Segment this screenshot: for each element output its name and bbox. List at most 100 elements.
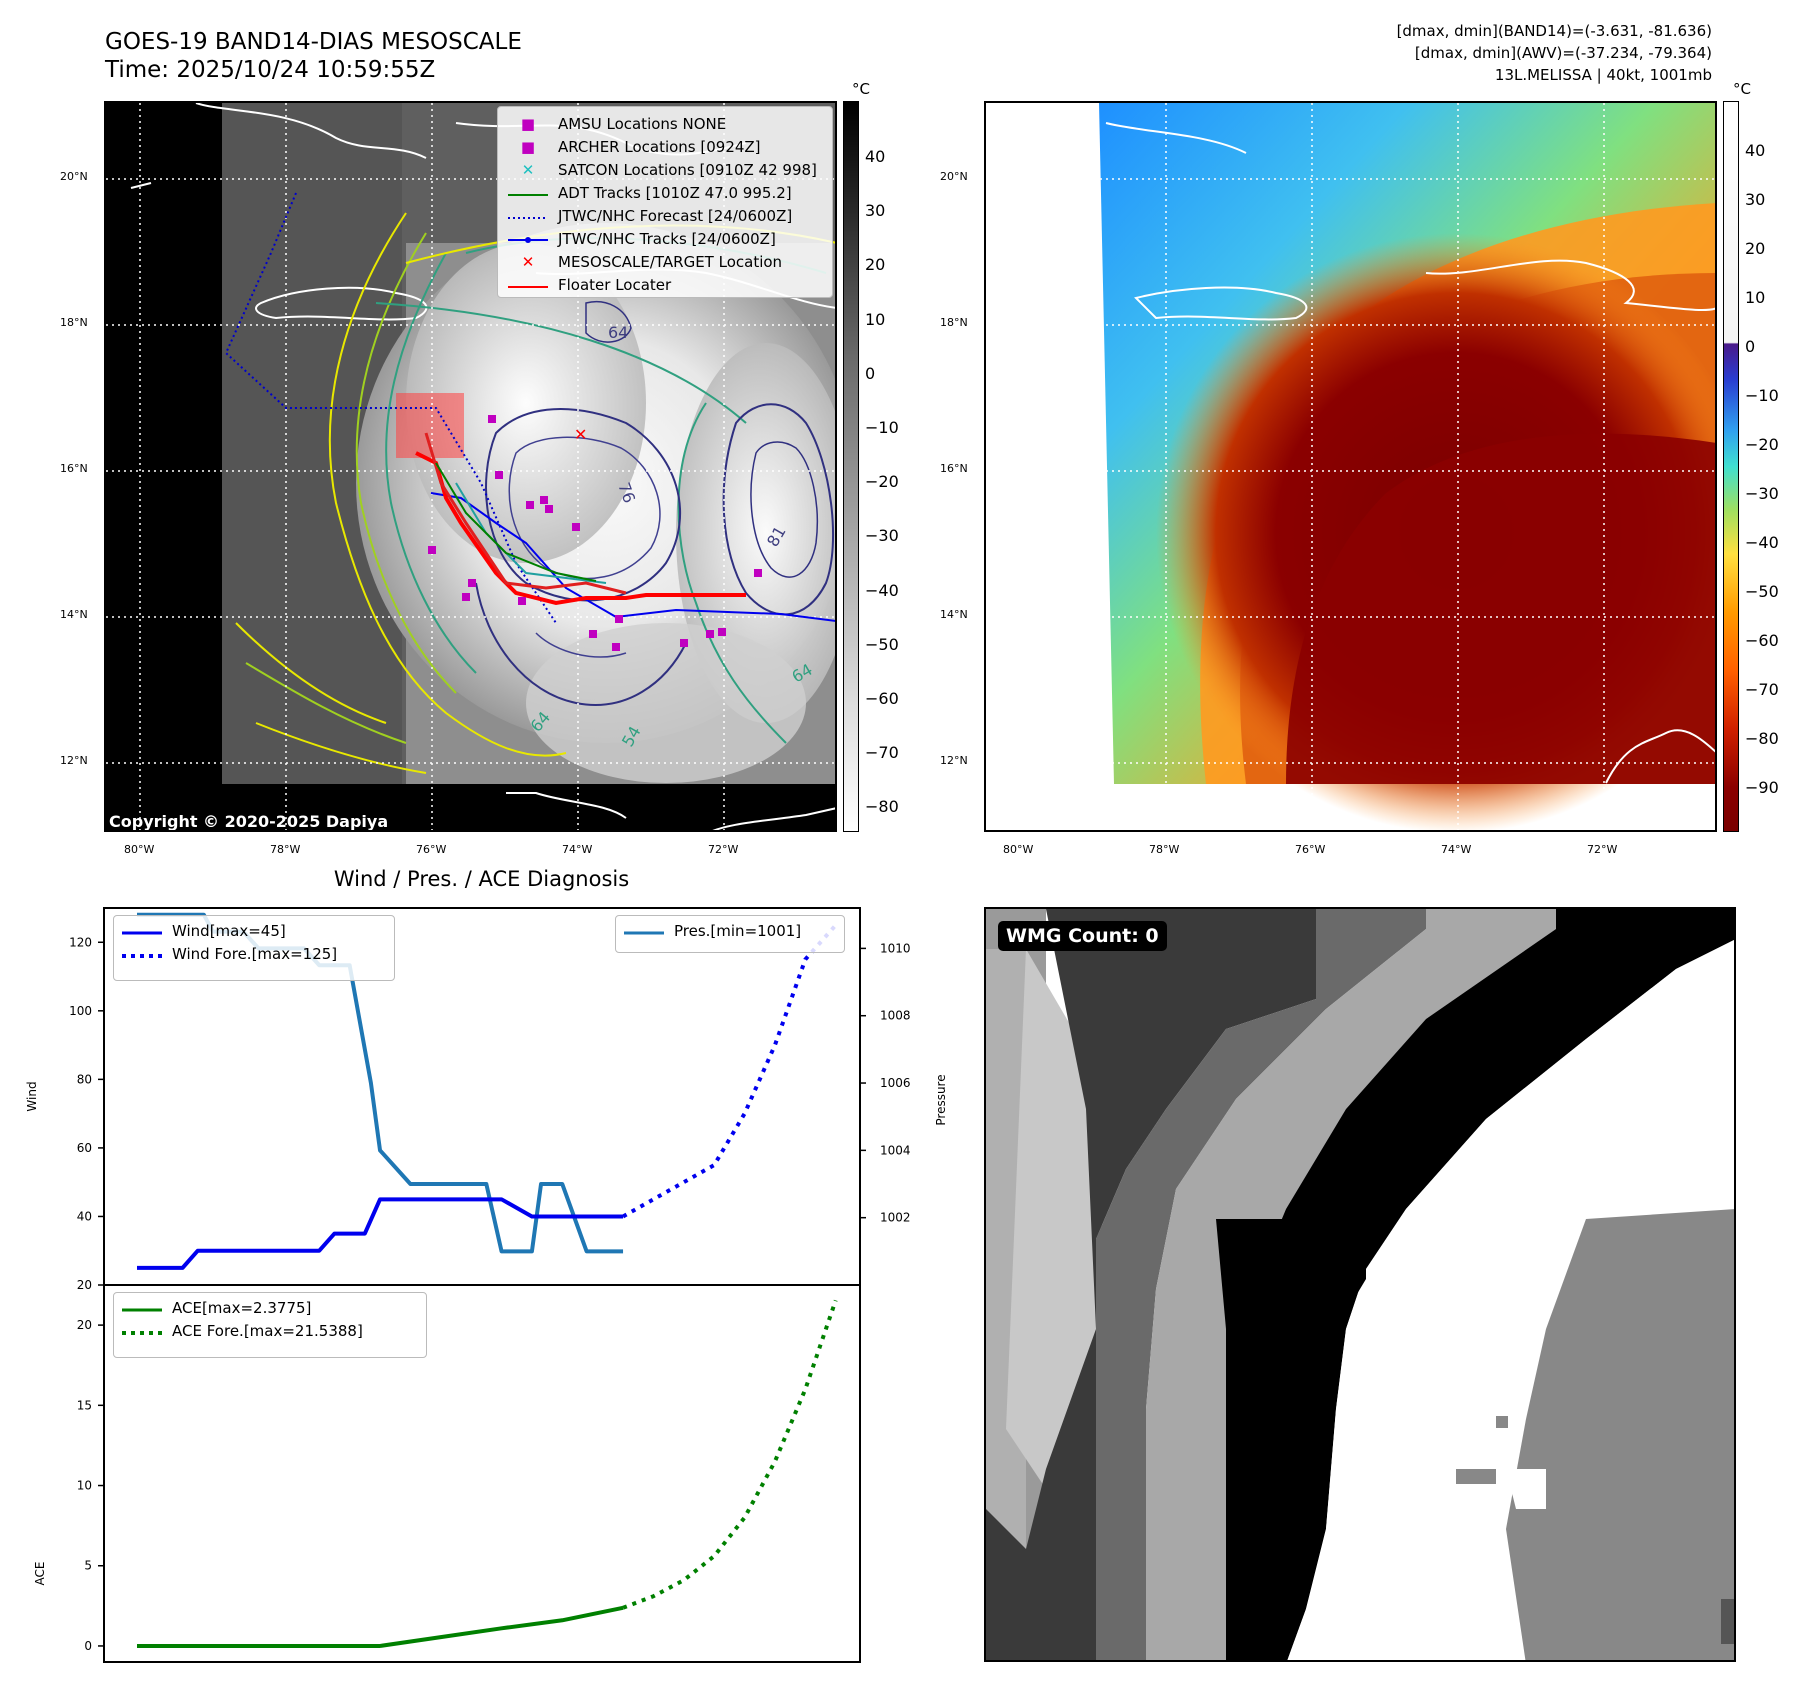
contour-label: 64 (608, 323, 628, 342)
ace-forecast-series-line (622, 1299, 838, 1610)
legend-item-tracks: JTWC/NHC Tracks [24/0600Z] (508, 228, 822, 251)
info-dmax-band14: [dmax, dmin](BAND14)=(-3.631, -81.636) (1396, 22, 1712, 40)
wind-tick-label: 120 (69, 935, 92, 949)
x-marker-icon: ✕ (521, 253, 535, 271)
ace-tick-label: 20 (77, 1318, 92, 1332)
lon-label: 78°W (1149, 843, 1180, 856)
pressure-tick-label: 1002 (880, 1211, 911, 1225)
lon-label: 80°W (1003, 843, 1034, 856)
colorbar-tick-label: −50 (1745, 582, 1779, 601)
colorbar-tick-label: −40 (1745, 533, 1779, 552)
square-marker-icon: ■ (520, 138, 536, 156)
legend-item-wind-forecast: Wind Fore.[max=125] (122, 943, 386, 966)
lat-label: 20°N (60, 170, 88, 183)
colorbar-tick-label: 30 (1745, 190, 1766, 209)
colorbar-tick-label: −80 (1745, 729, 1779, 748)
lat-label: 14°N (940, 608, 968, 621)
wind-tick-label: 60 (77, 1141, 92, 1155)
line-icon (508, 274, 548, 297)
colorbar-tick-label: 20 (865, 255, 886, 275)
line-icon (122, 920, 162, 943)
ace-legend: ACE[max=2.3775] ACE Fore.[max=21.5388] (113, 1292, 427, 1358)
figure-title: GOES-19 BAND14-DIAS MESOSCALE (105, 29, 522, 55)
lon-label: 80°W (124, 843, 155, 856)
figure-time: Time: 2025/10/24 10:59:55Z (105, 57, 436, 83)
legend-item-ace-forecast: ACE Fore.[max=21.5388] (122, 1320, 418, 1343)
ace-tick-label: 5 (84, 1559, 92, 1573)
lat-label: 14°N (60, 608, 88, 621)
dotted-line-icon (122, 943, 162, 966)
wind-tick-label: 100 (69, 1004, 92, 1018)
info-dmax-awv: [dmax, dmin](AWV)=(-37.234, -79.364) (1414, 44, 1712, 62)
awv-colorbar (1723, 101, 1739, 832)
colorbar-tick-label: 40 (1745, 141, 1766, 160)
wind-forecast-series-line (622, 923, 838, 1219)
colorbar-tick-label: −10 (1745, 386, 1779, 405)
colorbar-tick-label: −30 (865, 526, 899, 546)
info-storm: 13L.MELISSA | 40kt, 1001mb (1494, 66, 1712, 84)
lat-label: 12°N (940, 754, 968, 767)
lon-label: 74°W (1441, 843, 1472, 856)
ace-tick-label: 0 (84, 1639, 92, 1653)
colorbar-tick-label: 40 (865, 147, 886, 166)
lon-label: 72°W (708, 843, 739, 856)
copyright-text: Copyright © 2020-2025 Dapiya (109, 812, 389, 831)
legend-item-wind: Wind[max=45] (122, 920, 386, 943)
legend-item-pressure: Pres.[min=1001] (624, 920, 836, 943)
wind-tick-label: 20 (77, 1278, 92, 1292)
lat-label: 18°N (60, 316, 88, 329)
lat-label: 16°N (940, 462, 968, 475)
lat-label: 20°N (940, 170, 968, 183)
svg-text:✕: ✕ (574, 425, 587, 444)
colorbar-tick-label: 20 (1745, 239, 1766, 258)
lat-label: 18°N (940, 316, 968, 329)
colorbar-tick-label: −70 (865, 743, 899, 763)
legend-item-forecast: JTWC/NHC Forecast [24/0600Z] (508, 205, 822, 228)
dot-line-icon (508, 228, 548, 251)
colorbar-unit: °C (852, 80, 870, 98)
colorbar-tick-label: 0 (865, 363, 876, 383)
diagnosis-chart: 1201008060402010101008100610041002201510… (25, 907, 948, 1663)
wmg-panel: WMG Count: 0 (984, 907, 1736, 1662)
colorbar-tick-label: −20 (865, 472, 899, 492)
ace-tick-label: 10 (77, 1479, 92, 1493)
awv-map-image (986, 103, 1715, 830)
wind-axis-label: Wind (25, 1081, 39, 1111)
colorbar-tick-label: −50 (865, 634, 899, 654)
lon-label: 78°W (270, 843, 301, 856)
legend-item-target: ✕ MESOSCALE/TARGET Location (508, 251, 822, 274)
colorbar-tick-label: −70 (1745, 680, 1779, 699)
diagnosis-title: Wind / Pres. / ACE Diagnosis (333, 867, 630, 891)
pressure-legend: Pres.[min=1001] (615, 915, 845, 953)
line-icon (624, 920, 664, 943)
legend-item-ace: ACE[max=2.3775] (122, 1297, 418, 1320)
lat-label: 16°N (60, 462, 88, 475)
pressure-tick-label: 1006 (880, 1076, 911, 1090)
map-legend: ■ AMSU Locations NONE ■ ARCHER Locations [… (497, 106, 833, 298)
pressure-tick-label: 1010 (880, 941, 911, 955)
wmg-image (986, 909, 1734, 1660)
colorbar-unit: °C (1733, 80, 1751, 98)
line-icon (508, 182, 548, 205)
colorbar-tick-label: −20 (1745, 435, 1779, 454)
wind-legend: Wind[max=45] Wind Fore.[max=125] (113, 915, 395, 981)
wind-series-line (137, 1197, 624, 1270)
colorbar-tick-label: 10 (865, 309, 886, 329)
legend-item-floater: Floater Locater (508, 274, 822, 297)
colorbar-tick-label: 10 (1745, 288, 1766, 307)
wind-tick-label: 80 (77, 1072, 92, 1086)
colorbar-tick-label: 0 (1745, 337, 1756, 356)
colorbar-tick-label: −80 (865, 797, 899, 817)
legend-item-amsu: ■ AMSU Locations NONE (508, 113, 822, 136)
lon-label: 72°W (1587, 843, 1618, 856)
colorbar-tick-label: −60 (1745, 631, 1779, 650)
pressure-tick-label: 1008 (880, 1009, 911, 1023)
legend-item-adt: ADT Tracks [1010Z 47.0 995.2] (508, 182, 822, 205)
colorbar-tick-label: 30 (865, 201, 886, 221)
colorbar-tick-label: −90 (1745, 778, 1779, 797)
legend-item-archer: ■ ARCHER Locations [0924Z] (508, 136, 822, 159)
ace-axis-label: ACE (33, 1562, 47, 1586)
ace-tick-label: 15 (77, 1398, 92, 1412)
lon-label: 76°W (1295, 843, 1326, 856)
lon-label: 74°W (562, 843, 593, 856)
